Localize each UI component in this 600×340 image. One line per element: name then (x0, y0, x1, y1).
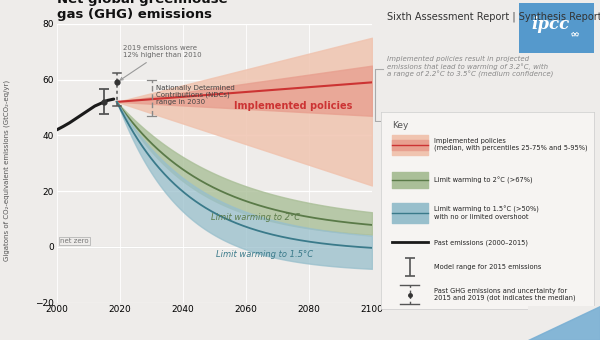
Text: net zero: net zero (60, 238, 89, 244)
Text: Implemented policies
(median, with percentiles 25-75% and 5-95%): Implemented policies (median, with perce… (434, 138, 588, 152)
Text: Limit warming to 1.5°C: Limit warming to 1.5°C (217, 250, 313, 259)
Text: Past GHG emissions and uncertainty for
2015 and 2019 (dot indicates the median): Past GHG emissions and uncertainty for 2… (434, 288, 576, 301)
Polygon shape (528, 306, 600, 340)
Text: Limit warming to 2°C: Limit warming to 2°C (211, 214, 300, 222)
Text: ✿✿: ✿✿ (571, 33, 580, 38)
Text: Sixth Assessment Report | Synthesis Report: Sixth Assessment Report | Synthesis Repo… (387, 12, 600, 22)
Text: Nationally Determined
Contributions (NDCs)
range in 2030: Nationally Determined Contributions (NDC… (156, 85, 235, 105)
Text: Past emissions (2000–2015): Past emissions (2000–2015) (434, 239, 528, 245)
Text: Model range for 2015 emissions: Model range for 2015 emissions (434, 264, 542, 270)
Text: Limit warming to 2°C (>67%): Limit warming to 2°C (>67%) (434, 176, 533, 184)
Text: Implemented policies result in projected
emissions that lead to warming of 3.2°C: Implemented policies result in projected… (387, 56, 553, 79)
Text: Key: Key (392, 121, 408, 130)
Text: 2019 emissions were
12% higher than 2010: 2019 emissions were 12% higher than 2010 (120, 45, 202, 80)
Text: Gigatons of CO₂-equivalent emissions (GtCO₂-eq/yr): Gigatons of CO₂-equivalent emissions (Gt… (3, 80, 10, 260)
Text: Limit warming to 1.5°C (>50%)
with no or limited overshoot: Limit warming to 1.5°C (>50%) with no or… (434, 206, 539, 220)
Text: ipcc: ipcc (532, 16, 569, 33)
Text: Implemented policies: Implemented policies (234, 101, 352, 111)
Text: Net global greenhouse
gas (GHG) emissions: Net global greenhouse gas (GHG) emission… (57, 0, 227, 21)
